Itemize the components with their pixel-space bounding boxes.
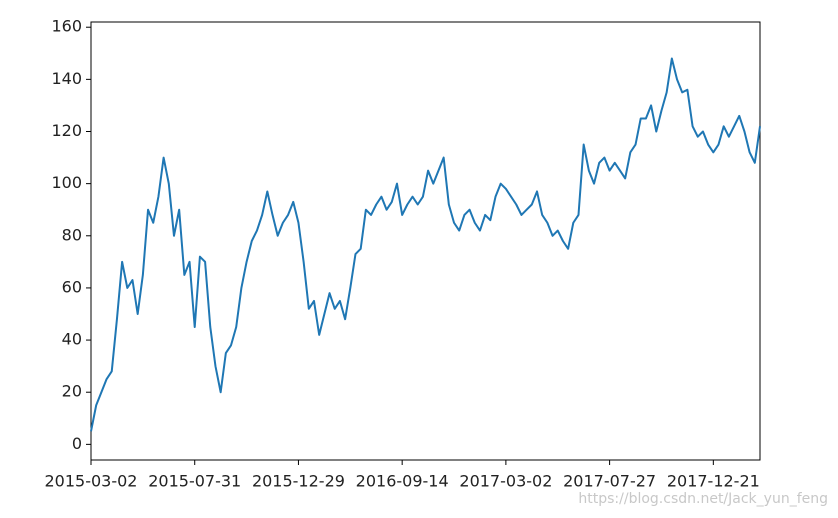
- y-tick-label: 160: [51, 17, 82, 36]
- y-tick-label: 80: [62, 225, 82, 244]
- y-tick-label: 120: [51, 121, 82, 140]
- y-tick-label: 60: [62, 277, 82, 296]
- x-tick-label: 2015-12-29: [252, 472, 345, 491]
- y-tick-label: 140: [51, 69, 82, 88]
- y-tick-label: 20: [62, 382, 82, 401]
- x-tick-label: 2017-12-21: [667, 472, 760, 491]
- line: [90, 57, 761, 432]
- plot-frame: [90, 21, 761, 461]
- y-tick-label: 100: [51, 173, 82, 192]
- x-tick-label: 2016-09-14: [356, 472, 449, 491]
- x-tick-label: 2017-07-27: [563, 472, 656, 491]
- watermark: https://blog.csdn.net/Jack_yun_feng: [578, 491, 828, 507]
- x-tick-label: 2017-03-02: [459, 472, 552, 491]
- x-tick-label: 2015-03-02: [45, 472, 138, 491]
- y-tick-label: 0: [72, 434, 82, 453]
- y-tick-label: 40: [62, 330, 82, 349]
- x-tick-label: 2015-07-31: [148, 472, 241, 491]
